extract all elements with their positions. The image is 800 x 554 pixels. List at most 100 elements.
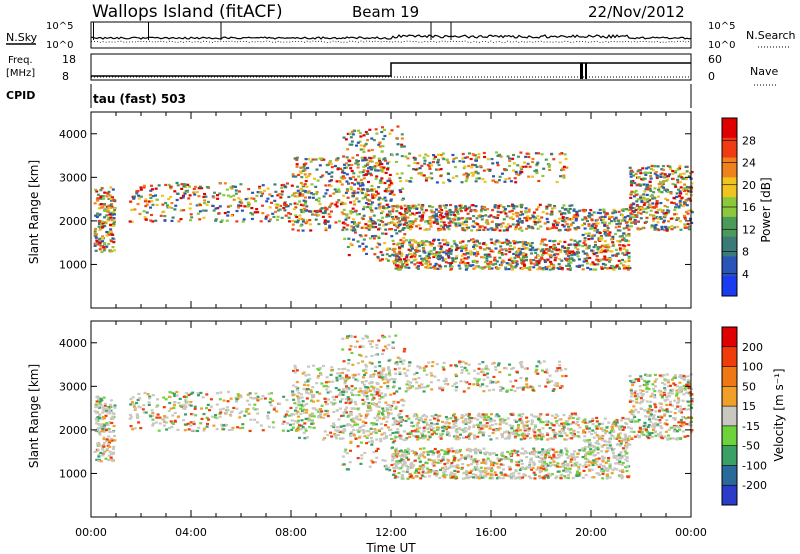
scatter-cell [345, 374, 349, 377]
scatter-cell [374, 207, 378, 210]
scatter-cell [452, 157, 456, 160]
scatter-cell [475, 177, 479, 180]
scatter-cell [253, 211, 257, 214]
scatter-cell [130, 220, 134, 224]
scatter-cell [133, 427, 137, 430]
scatter-cell [685, 192, 689, 196]
scatter-cell [549, 447, 553, 450]
scatter-cell [596, 211, 600, 214]
scatter-cell [298, 436, 302, 439]
scatter-cell [339, 425, 343, 428]
scatter-cell [98, 213, 102, 216]
scatter-cell [602, 208, 606, 211]
scatter-cell [487, 466, 491, 469]
scatter-cell [566, 246, 570, 250]
scatter-cell [294, 429, 298, 432]
scatter-cell [488, 262, 492, 265]
scatter-cell [454, 215, 458, 218]
scatter-cell [520, 267, 524, 271]
scatter-cell [560, 259, 564, 262]
scatter-cell [652, 206, 656, 209]
scatter-cell [547, 248, 551, 251]
scatter-cell [384, 436, 388, 439]
scatter-cell [447, 172, 451, 176]
scatter-cell [131, 396, 135, 399]
scatter-cell [422, 258, 426, 261]
scatter-cell [525, 456, 529, 459]
scatter-cell [113, 209, 117, 212]
scatter-cell [95, 411, 99, 414]
scatter-cell [296, 229, 300, 232]
scatter-cell [678, 202, 682, 205]
scatter-cell [291, 223, 295, 226]
scatter-cell [193, 405, 197, 408]
scatter-cell [298, 170, 302, 173]
scatter-cell [101, 454, 105, 457]
scatter-cell [367, 409, 371, 412]
scatter-cell [354, 209, 358, 212]
scatter-cell [482, 256, 486, 259]
scatter-cell [531, 214, 535, 217]
scatter-cell [487, 215, 491, 218]
scatter-cell [337, 418, 341, 421]
scatter-cell [362, 150, 366, 154]
scatter-cell [387, 372, 391, 375]
scatter-cell [383, 189, 387, 193]
scatter-cell [465, 473, 469, 476]
scatter-cell [359, 178, 363, 181]
scatter-cell [295, 412, 299, 415]
scatter-cell [350, 407, 354, 410]
scatter-cell [476, 476, 480, 479]
scatter-cell [482, 228, 486, 232]
scatter-cell [289, 406, 293, 410]
scatter-cell [558, 265, 562, 268]
scatter-cell [195, 204, 199, 207]
scatter-cell [561, 223, 565, 227]
scatter-cell [306, 417, 310, 420]
scatter-cell [432, 239, 436, 242]
scatter-cell [517, 228, 521, 231]
scatter-cell [381, 253, 385, 257]
scatter-cell [246, 201, 250, 204]
scatter-cell [107, 406, 111, 409]
scatter-cell [334, 429, 338, 432]
scatter-cell [365, 398, 369, 401]
scatter-cell [458, 208, 462, 211]
scatter-cell [665, 229, 669, 232]
scatter-cell [361, 197, 365, 200]
scatter-cell [164, 201, 168, 205]
scatter-cell [342, 194, 346, 197]
scatter-cell [620, 219, 624, 222]
scatter-cell [276, 194, 280, 197]
scatter-cell [191, 391, 195, 394]
scatter-cell [94, 406, 98, 409]
scatter-cell [266, 414, 270, 417]
scatter-cell [599, 265, 603, 269]
scatter-cell [301, 185, 305, 188]
scatter-cell [521, 261, 525, 264]
scatter-cell [369, 172, 373, 175]
scatter-cell [388, 192, 392, 195]
scatter-cell [424, 179, 428, 182]
scatter-cell [585, 252, 589, 255]
scatter-cell [572, 464, 576, 467]
scatter-cell [353, 203, 357, 206]
scatter-cell [515, 260, 519, 263]
scatter-cell [364, 223, 368, 226]
scatter-cell [396, 356, 400, 359]
scatter-cell [345, 336, 349, 340]
scatter-cell [488, 255, 492, 258]
scatter-cell [103, 417, 107, 420]
scatter-cell [575, 472, 579, 475]
scatter-cell [367, 340, 371, 343]
scatter-cell [406, 157, 410, 160]
scatter-cell [468, 250, 472, 253]
scatter-cell [508, 225, 512, 228]
scatter-cell [681, 188, 685, 191]
scatter-cell [434, 208, 438, 211]
scatter-cell [426, 154, 430, 158]
scatter-cell [517, 253, 521, 256]
scatter-cell [400, 172, 404, 175]
scatter-cell [290, 428, 294, 431]
scatter-cell [539, 243, 543, 246]
